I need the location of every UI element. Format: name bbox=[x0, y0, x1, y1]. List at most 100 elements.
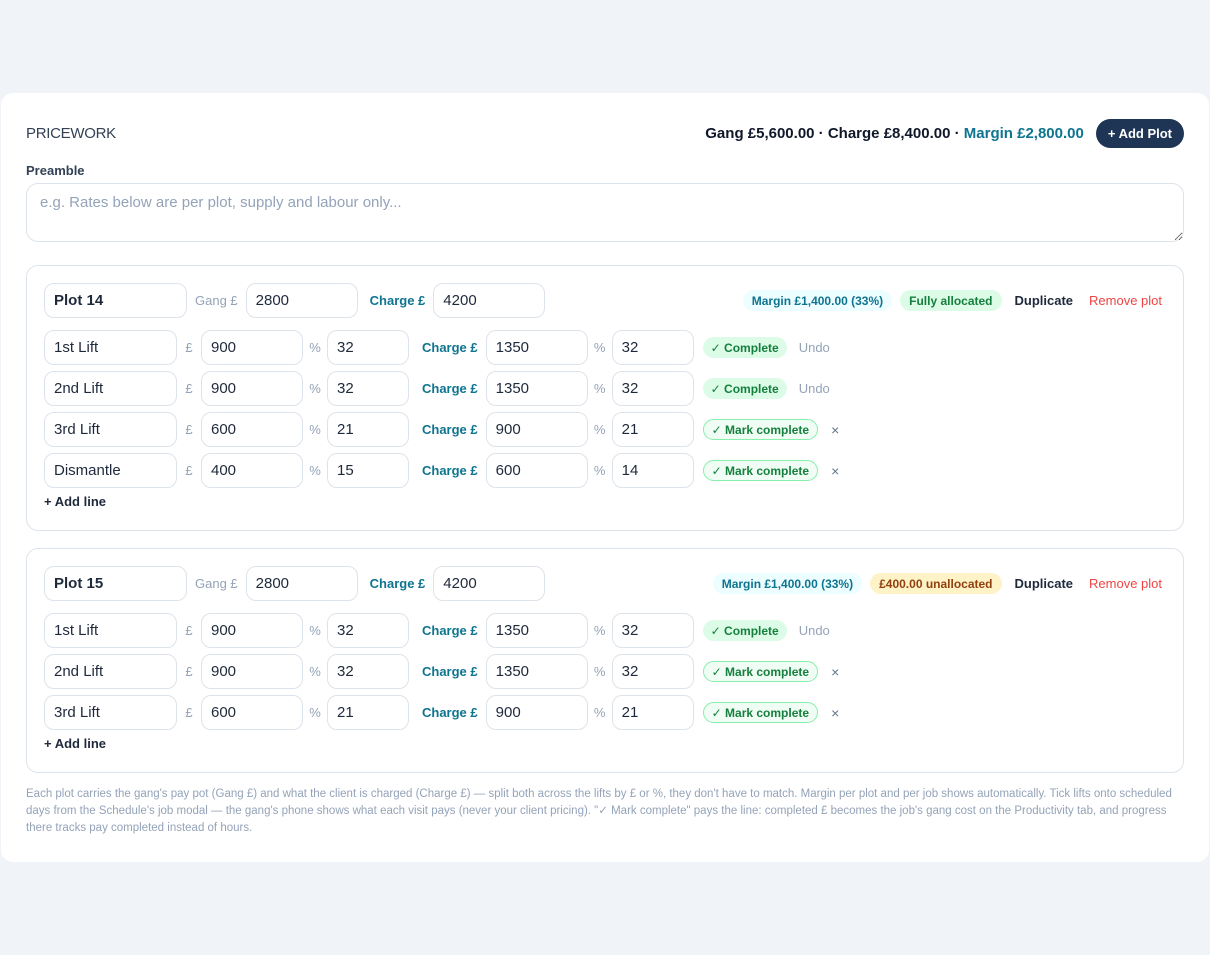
line-charge-amount-input[interactable]: 1350 bbox=[485, 371, 588, 406]
line-name-input[interactable]: Dismantle bbox=[44, 453, 177, 488]
remove-plot-button[interactable]: Remove plot bbox=[1089, 576, 1162, 591]
pound-symbol: £ bbox=[185, 664, 193, 679]
plot-margin-badge: Margin £1,400.00 (33%) bbox=[712, 573, 863, 594]
percent-symbol: % bbox=[309, 463, 321, 478]
charge-label: Charge £ bbox=[422, 422, 478, 437]
line-name-input[interactable]: 1st Lift bbox=[44, 330, 177, 365]
duplicate-plot-button[interactable]: Duplicate bbox=[1014, 293, 1074, 308]
percent-symbol: % bbox=[593, 381, 606, 396]
add-line-button[interactable]: + Add line bbox=[44, 736, 106, 751]
remove-plot-button[interactable]: Remove plot bbox=[1089, 293, 1162, 308]
plot-charge-input[interactable]: 4200 bbox=[433, 283, 546, 318]
line-charge-percent-input[interactable]: 32 bbox=[611, 371, 694, 406]
line-charge-amount-input[interactable]: 1350 bbox=[485, 330, 588, 365]
line-charge-percent-input[interactable]: 21 bbox=[611, 412, 694, 447]
line-gang-amount-input[interactable]: 400 bbox=[201, 453, 303, 488]
delete-line-icon[interactable]: × bbox=[831, 704, 840, 721]
mark-complete-button[interactable]: ✓ Mark complete bbox=[702, 661, 819, 682]
line-gang-percent-input[interactable]: 32 bbox=[327, 613, 409, 648]
undo-complete-button[interactable]: Undo bbox=[798, 381, 830, 396]
undo-complete-button[interactable]: Undo bbox=[798, 340, 830, 355]
plot-margin-badge: Margin £1,400.00 (33%) bbox=[742, 290, 893, 311]
percent-symbol: % bbox=[593, 463, 606, 478]
totals-summary: Gang £5,600.00 · Charge £8,400.00 · Marg… bbox=[705, 125, 1084, 142]
charge-label: Charge £ bbox=[422, 705, 478, 720]
line-name-input[interactable]: 3rd Lift bbox=[44, 412, 177, 447]
line-charge-percent-input[interactable]: 32 bbox=[611, 654, 694, 689]
lift-line-row: 3rd Lift £600% 21 Charge £ 900% 21 ✓ Mark comp… bbox=[44, 695, 839, 730]
charge-label: Charge £ bbox=[422, 623, 478, 638]
lift-line-row: 2nd Lift £900% 32 Charge £ 1350% 32 ✓ Complete… bbox=[44, 371, 839, 406]
line-charge-percent-input[interactable]: 32 bbox=[611, 330, 694, 365]
duplicate-plot-button[interactable]: Duplicate bbox=[1014, 576, 1074, 591]
complete-badge: ✓ Complete bbox=[702, 337, 787, 358]
totals-charge: Charge £8,400.00 bbox=[827, 124, 951, 142]
plot-name-input[interactable]: Plot 15 bbox=[44, 566, 187, 601]
plot-status-badge: Fully allocated bbox=[900, 290, 1002, 311]
percent-symbol: % bbox=[593, 705, 606, 720]
charge-label: Charge £ bbox=[422, 463, 478, 478]
line-charge-amount-input[interactable]: 1350 bbox=[485, 654, 588, 689]
line-gang-amount-input[interactable]: 900 bbox=[201, 371, 303, 406]
plot-gang-input[interactable]: 2800 bbox=[245, 283, 358, 318]
plot-gang-input[interactable]: 2800 bbox=[245, 566, 358, 601]
line-charge-amount-input[interactable]: 900 bbox=[485, 695, 588, 730]
line-charge-amount-input[interactable]: 1350 bbox=[485, 613, 588, 648]
pricework-header: PRICEWORK Gang £5,600.00 · Charge £8,400… bbox=[26, 118, 1184, 148]
add-line-button[interactable]: + Add line bbox=[44, 494, 106, 509]
line-charge-percent-input[interactable]: 32 bbox=[611, 613, 694, 648]
line-charge-percent-input[interactable]: 21 bbox=[611, 695, 694, 730]
line-charge-amount-input[interactable]: 900 bbox=[485, 412, 588, 447]
pound-symbol: £ bbox=[185, 381, 193, 396]
line-name-input[interactable]: 3rd Lift bbox=[44, 695, 177, 730]
plot-status-badge: £400.00 unallocated bbox=[870, 573, 1002, 594]
mark-complete-button[interactable]: ✓ Mark complete bbox=[702, 702, 819, 723]
mark-complete-button[interactable]: ✓ Mark complete bbox=[702, 419, 819, 440]
line-gang-amount-input[interactable]: 900 bbox=[201, 330, 303, 365]
line-name-input[interactable]: 1st Lift bbox=[44, 613, 177, 648]
lift-line-row: 1st Lift £900% 32 Charge £ 1350% 32 ✓ Complete… bbox=[44, 613, 839, 648]
add-plot-button[interactable]: + Add Plot bbox=[1095, 118, 1184, 148]
plot-charge-input[interactable]: 4200 bbox=[433, 566, 546, 601]
undo-complete-button[interactable]: Undo bbox=[798, 623, 830, 638]
line-gang-amount-input[interactable]: 900 bbox=[201, 613, 303, 648]
line-gang-amount-input[interactable]: 600 bbox=[201, 412, 303, 447]
line-gang-percent-input[interactable]: 21 bbox=[327, 695, 409, 730]
line-charge-amount-input[interactable]: 600 bbox=[485, 453, 588, 488]
delete-line-icon[interactable]: × bbox=[831, 462, 840, 479]
line-name-input[interactable]: 2nd Lift bbox=[44, 654, 177, 689]
line-gang-percent-input[interactable]: 32 bbox=[327, 371, 409, 406]
percent-symbol: % bbox=[593, 422, 606, 437]
totals-separator: · bbox=[950, 124, 964, 142]
delete-line-icon[interactable]: × bbox=[831, 663, 840, 680]
mark-complete-button[interactable]: ✓ Mark complete bbox=[702, 460, 819, 481]
line-gang-percent-input[interactable]: 15 bbox=[327, 453, 409, 488]
line-gang-amount-input[interactable]: 600 bbox=[201, 695, 303, 730]
pound-symbol: £ bbox=[185, 463, 193, 478]
preamble-label: Preamble bbox=[26, 163, 85, 178]
percent-symbol: % bbox=[309, 664, 321, 679]
plot-header: Plot 15 Gang £ 2800 Charge £ 4200 Margin £1,4… bbox=[44, 566, 1162, 601]
line-gang-percent-input[interactable]: 32 bbox=[327, 330, 409, 365]
percent-symbol: % bbox=[309, 422, 321, 437]
percent-symbol: % bbox=[309, 705, 321, 720]
complete-badge: ✓ Complete bbox=[702, 378, 787, 399]
charge-label: Charge £ bbox=[422, 381, 478, 396]
percent-symbol: % bbox=[593, 623, 606, 638]
section-title: PRICEWORK bbox=[26, 124, 116, 142]
line-name-input[interactable]: 2nd Lift bbox=[44, 371, 177, 406]
help-text: Each plot carries the gang's pay pot (Ga… bbox=[26, 788, 1172, 834]
pound-symbol: £ bbox=[185, 422, 193, 437]
line-gang-percent-input[interactable]: 32 bbox=[327, 654, 409, 689]
line-gang-percent-input[interactable]: 21 bbox=[327, 412, 409, 447]
charge-label: Charge £ bbox=[369, 293, 426, 308]
pricework-card: PRICEWORK Gang £5,600.00 · Charge £8,400… bbox=[1, 93, 1209, 862]
preamble-textarea[interactable] bbox=[26, 183, 1184, 242]
plot-name-input[interactable]: Plot 14 bbox=[44, 283, 187, 318]
charge-label: Charge £ bbox=[422, 340, 478, 355]
line-charge-percent-input[interactable]: 14 bbox=[611, 453, 694, 488]
percent-symbol: % bbox=[309, 340, 321, 355]
lift-line-row: 2nd Lift £900% 32 Charge £ 1350% 32 ✓ Mark com… bbox=[44, 654, 839, 689]
line-gang-amount-input[interactable]: 900 bbox=[201, 654, 303, 689]
delete-line-icon[interactable]: × bbox=[831, 421, 840, 438]
